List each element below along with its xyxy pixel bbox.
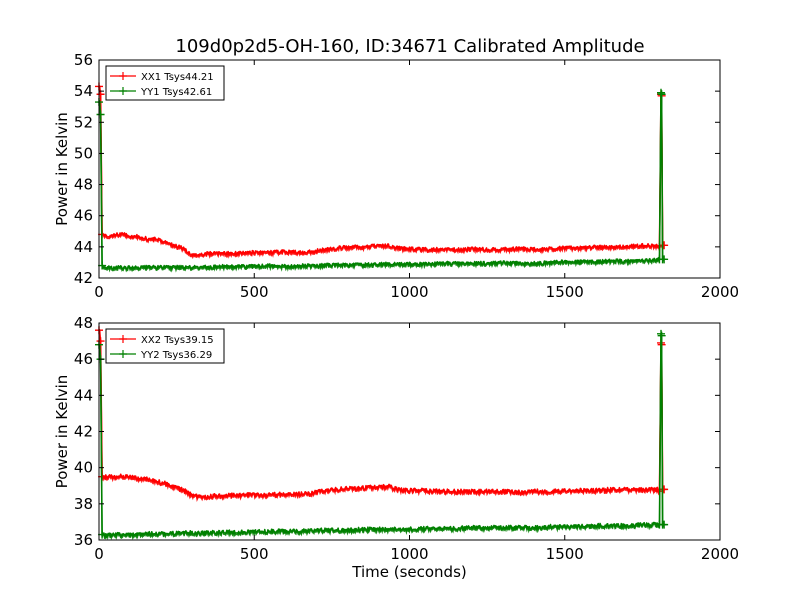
data-point-marker <box>660 520 669 529</box>
bottom-panel: 0 500 1000 1500 2000 36 38 40 42 44 46 48 Power in K… <box>53 314 739 581</box>
x-tick-label: 1500 <box>546 545 584 563</box>
data-point-marker <box>96 110 105 119</box>
x-tick-label: 0 <box>94 283 104 301</box>
y-tick-label: 50 <box>74 144 93 162</box>
legend-marker <box>119 335 127 343</box>
data-point-marker <box>660 255 669 264</box>
legend-marker <box>119 87 127 95</box>
y-tick-label: 42 <box>74 423 93 441</box>
y-tick-label: 52 <box>74 113 93 131</box>
y-tick-label: 42 <box>74 269 93 287</box>
legend-box <box>105 328 225 364</box>
data-point-marker <box>660 241 669 250</box>
chart-title: 109d0p2d5-OH-160, ID:34671 Calibrated Am… <box>175 36 644 57</box>
x-tick-label: 2000 <box>701 545 739 563</box>
y-tick-label: 46 <box>74 350 93 368</box>
y-tick-label: 40 <box>74 459 93 477</box>
legend-label: XX2 Tsys39.15 <box>141 335 214 346</box>
data-point-marker <box>96 337 105 346</box>
y-tick-label: 54 <box>74 82 93 100</box>
y-axis-label: Power in Kelvin <box>53 375 71 489</box>
series-band-xx-panel-0 <box>98 87 665 260</box>
y-tick-label: 48 <box>74 176 93 194</box>
series-band-xx-panel-1 <box>98 331 665 502</box>
y-tick-label: 56 <box>74 51 93 69</box>
x-axis-label: Time (seconds) <box>351 563 467 581</box>
y-tick-label: 38 <box>74 495 93 513</box>
data-point-marker <box>657 331 666 340</box>
x-tick-label: 0 <box>94 545 104 563</box>
x-tick-label: 1500 <box>546 283 584 301</box>
top-panel: 0 500 1000 1500 2000 42 44 46 48 50 52 54 56 Power in… <box>53 51 739 301</box>
series-line-yy-panel-1 <box>98 332 665 538</box>
legend-box <box>105 65 225 101</box>
x-tick-label: 1000 <box>390 545 428 563</box>
legend-label: YY1 Tsys42.61 <box>140 87 212 98</box>
legend-marker <box>119 72 127 80</box>
x-tick-label: 500 <box>240 283 269 301</box>
legend-panel-1: XX2 Tsys39.15 YY2 Tsys36.29 <box>105 328 225 364</box>
legend-label: YY2 Tsys36.29 <box>140 350 212 361</box>
series-line-xx-panel-0 <box>98 85 665 257</box>
y-tick-label: 46 <box>74 207 93 225</box>
series-band-yy-panel-1 <box>98 334 665 541</box>
series-band-yy-panel-0 <box>98 93 665 273</box>
legend-panel-0: XX1 Tsys44.21 YY1 Tsys42.61 <box>105 65 225 101</box>
legend-label: XX1 Tsys44.21 <box>141 72 214 83</box>
y-tick-label: 36 <box>74 531 93 549</box>
x-tick-label: 500 <box>240 545 269 563</box>
y-tick-label: 44 <box>74 238 93 256</box>
y-tick-label: 48 <box>74 314 93 332</box>
x-tick-label: 2000 <box>701 283 739 301</box>
data-point-marker <box>660 485 669 494</box>
legend-marker <box>119 350 127 358</box>
x-tick-label: 1000 <box>390 283 428 301</box>
y-axis-label: Power in Kelvin <box>53 112 71 226</box>
series-line-yy-panel-0 <box>98 91 665 271</box>
data-point-marker <box>657 90 666 99</box>
y-tick-label: 44 <box>74 386 93 404</box>
